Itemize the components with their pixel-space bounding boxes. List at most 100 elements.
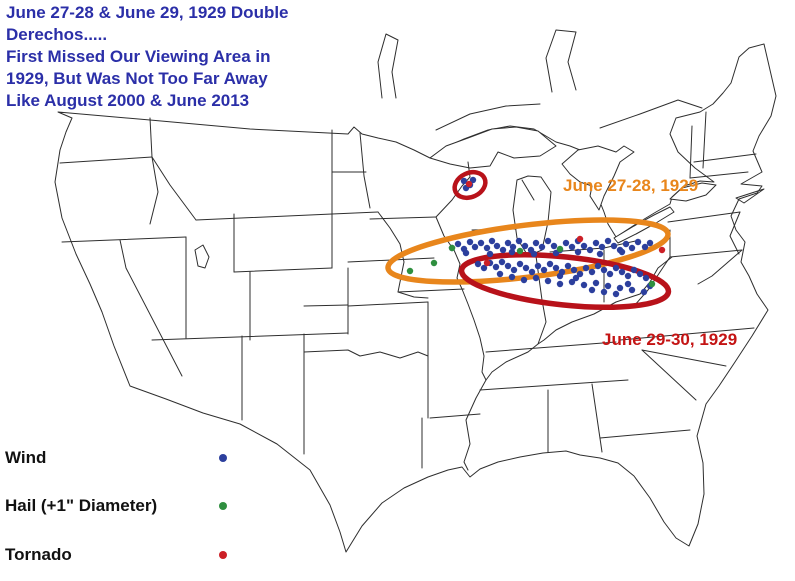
- wind-report-dot: [498, 258, 506, 266]
- wind-report-dot: [550, 242, 558, 250]
- wind-report-dot: [508, 273, 516, 281]
- wind-report-dot: [600, 266, 608, 274]
- wind-report-dot: [466, 238, 474, 246]
- wind-report-dot: [515, 237, 523, 245]
- wind-report-dot: [574, 248, 582, 256]
- wind-report-dot: [504, 239, 512, 247]
- wind-report-dot: [576, 270, 584, 278]
- legend-row-hail: Hail (+1" Diameter): [5, 496, 227, 516]
- title-line: 1929, But Was Not Too Far Away: [6, 69, 268, 88]
- legend-label-tornado: Tornado: [5, 545, 72, 564]
- wind-report-dot: [588, 268, 596, 276]
- wind-report-dot: [477, 239, 485, 247]
- state-borders: [59, 111, 765, 471]
- derecho-swath-june-27-28: [385, 217, 671, 285]
- wind-report-dot: [582, 264, 590, 272]
- wind-report-dot: [646, 239, 654, 247]
- wind-report-dot: [546, 260, 554, 268]
- hail-report-dot: [430, 259, 438, 267]
- wind-report-dot: [520, 276, 528, 284]
- wind-report-dot: [572, 274, 580, 282]
- wind-report-dot: [530, 250, 538, 258]
- wind-report-dot: [540, 266, 548, 274]
- wind-report-dot: [570, 266, 578, 274]
- hail-report-dot: [516, 247, 524, 255]
- wind-report-dot: [636, 270, 644, 278]
- wind-report-dot: [624, 272, 632, 280]
- wind-report-dot: [568, 243, 576, 251]
- wind-report-dot: [486, 250, 494, 258]
- title-line: Like August 2000 & June 2013: [6, 91, 250, 110]
- wind-report-dot: [580, 242, 588, 250]
- legend-label-hail: Hail (+1" Diameter): [5, 496, 158, 515]
- wind-report-dot: [588, 286, 596, 294]
- wind-report-dot: [640, 288, 648, 296]
- legend-label-wind: Wind: [5, 448, 47, 467]
- wind-report-dot: [496, 270, 504, 278]
- wind-report-dot: [612, 290, 620, 298]
- wind-report-dot: [552, 249, 560, 257]
- wind-report-dot: [471, 243, 479, 251]
- annotation-june-27-28: June 27-28, 1929: [563, 176, 699, 195]
- wind-report-dot: [552, 264, 560, 272]
- wind-report-dot: [462, 249, 470, 257]
- wind-report-dot: [618, 268, 626, 276]
- tornado-report-dot: [576, 235, 584, 243]
- wind-report-dot: [454, 240, 462, 248]
- derecho-swath-june-29-30: [458, 252, 672, 310]
- wind-report-dot: [499, 246, 507, 254]
- wind-report-dot: [528, 268, 536, 276]
- wind-report-dot: [516, 260, 524, 268]
- wind-report-dot: [610, 242, 618, 250]
- wind-report-dot: [606, 270, 614, 278]
- wind-report-dot: [556, 280, 564, 288]
- wind-report-dot: [460, 177, 468, 185]
- wind-report-dot: [612, 264, 620, 272]
- wind-report-dot: [534, 262, 542, 270]
- wind-report-dot: [628, 286, 636, 294]
- canada-lines: [377, 29, 703, 131]
- wind-report-dot: [580, 281, 588, 289]
- great-lakes: [194, 126, 717, 269]
- wind-report-dot: [521, 242, 529, 250]
- hail-report-dot: [648, 280, 656, 288]
- wind-report-dot: [474, 260, 482, 268]
- legend-row-wind: Wind: [5, 448, 227, 468]
- wind-report-dot: [604, 237, 612, 245]
- wind-report-dot: [594, 262, 602, 270]
- wind-report-dot: [493, 242, 501, 250]
- legend-row-tornado: Tornado: [5, 545, 227, 565]
- wind-report-dot: [628, 244, 636, 252]
- wind-report-dot: [596, 250, 604, 258]
- wind-report-dot: [600, 288, 608, 296]
- wind-dot-icon: [219, 454, 227, 462]
- wind-report-dot: [624, 280, 632, 288]
- wind-report-dot: [604, 282, 612, 290]
- wind-report-dot: [592, 239, 600, 247]
- wind-report-dot: [616, 284, 624, 292]
- lake-superior: [429, 126, 557, 169]
- wind-report-dot: [508, 248, 516, 256]
- hail-report-dot: [448, 244, 456, 252]
- wind-report-dot: [618, 248, 626, 256]
- lake-ontario: [669, 182, 717, 202]
- tornado-report-dot: [483, 259, 491, 267]
- green-bay: [521, 179, 535, 201]
- lake-huron: [561, 145, 635, 211]
- hail-report-dot: [406, 267, 414, 275]
- hail-dot-icon: [219, 502, 227, 510]
- page-title: June 27-28 & June 29, 1929 Double Derech…: [6, 2, 351, 112]
- wind-report-dot: [510, 266, 518, 274]
- wind-report-dot: [622, 240, 630, 248]
- title-line: June 27-28 & June 29, 1929 Double: [6, 3, 289, 22]
- wind-report-dot: [568, 278, 576, 286]
- tornado-report-dot: [658, 246, 666, 254]
- wind-report-dot: [592, 279, 600, 287]
- title-line: Derechos.....: [6, 25, 108, 44]
- wind-report-dot: [586, 246, 594, 254]
- viewing-area-circle: [452, 169, 488, 201]
- wind-report-dot: [538, 243, 546, 251]
- great-salt-lake: [194, 244, 210, 269]
